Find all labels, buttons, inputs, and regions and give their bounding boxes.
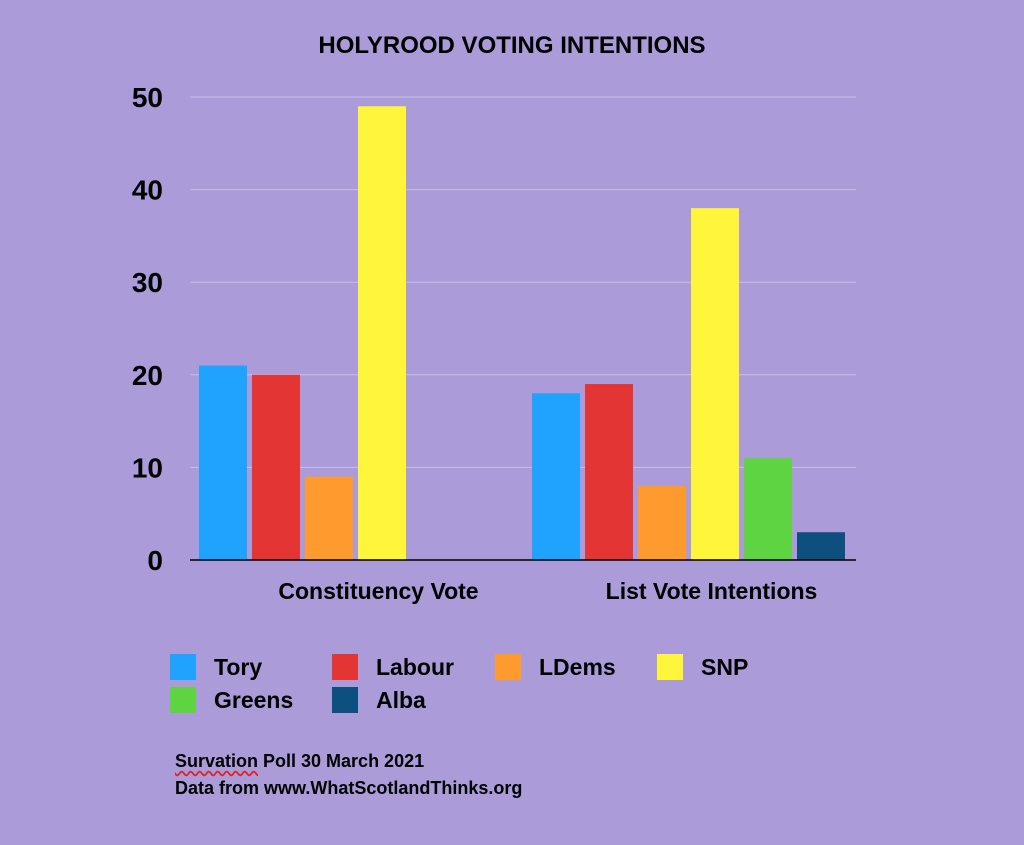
y-tick-label: 50: [132, 82, 163, 113]
data-source-line: Data from www.WhatScotlandThinks.org: [175, 778, 523, 798]
x-category-label: List Vote Intentions: [606, 578, 818, 604]
bar-tory-constituency: [199, 365, 247, 560]
legend-swatch-alba: [332, 687, 358, 713]
y-tick-label: 20: [132, 360, 163, 391]
bar-labour-list: [585, 384, 633, 560]
y-tick-label: 30: [132, 267, 163, 298]
bar-alba-list: [797, 532, 845, 560]
legend-label-snp: SNP: [701, 653, 749, 680]
legend-item-labour: Labour: [332, 652, 454, 682]
y-axis-ticks: 0 10 20 30 40 50: [132, 82, 163, 576]
legend-label-alba: Alba: [376, 686, 426, 713]
source-notes: Survation Poll 30 March 2021 Data from w…: [175, 748, 522, 802]
x-category-label: Constituency Vote: [278, 578, 478, 604]
bar-ldems-list: [638, 485, 686, 560]
legend-swatch-ldems: [495, 654, 521, 680]
bar-greens-list: [744, 458, 792, 560]
legend-swatch-greens: [170, 687, 196, 713]
x-axis-labels: Constituency Vote List Vote Intentions: [278, 578, 817, 604]
source-rest: Poll 30 March 2021: [258, 751, 425, 771]
legend: Tory Labour LDems SNP Greens Alba: [170, 652, 810, 722]
source-word: Survation: [175, 751, 259, 771]
legend-item-alba: Alba: [332, 685, 426, 715]
bar-labour-constituency: [252, 374, 300, 560]
y-tick-label: 0: [147, 545, 163, 576]
legend-label-greens: Greens: [214, 686, 294, 713]
legend-swatch-labour: [332, 654, 358, 680]
source-line: Survation Poll 30 March 2021: [175, 748, 522, 775]
bar-ldems-constituency: [305, 476, 353, 560]
bars: [199, 106, 845, 560]
legend-item-tory: Tory: [170, 652, 262, 682]
chart-title: HOLYROOD VOTING INTENTIONS: [318, 32, 706, 59]
legend-item-ldems: LDems: [495, 652, 616, 682]
legend-label-labour: Labour: [376, 653, 454, 680]
legend-label-tory: Tory: [214, 653, 263, 680]
legend-label-ldems: LDems: [539, 653, 616, 680]
bar-snp-list: [691, 208, 739, 560]
legend-item-greens: Greens: [170, 685, 293, 715]
bar-tory-list: [532, 393, 580, 560]
legend-item-snp: SNP: [657, 652, 748, 682]
legend-swatch-snp: [657, 654, 683, 680]
y-tick-label: 40: [132, 175, 163, 206]
legend-swatch-tory: [170, 654, 196, 680]
y-tick-label: 10: [132, 452, 163, 483]
bar-snp-constituency: [358, 106, 406, 560]
